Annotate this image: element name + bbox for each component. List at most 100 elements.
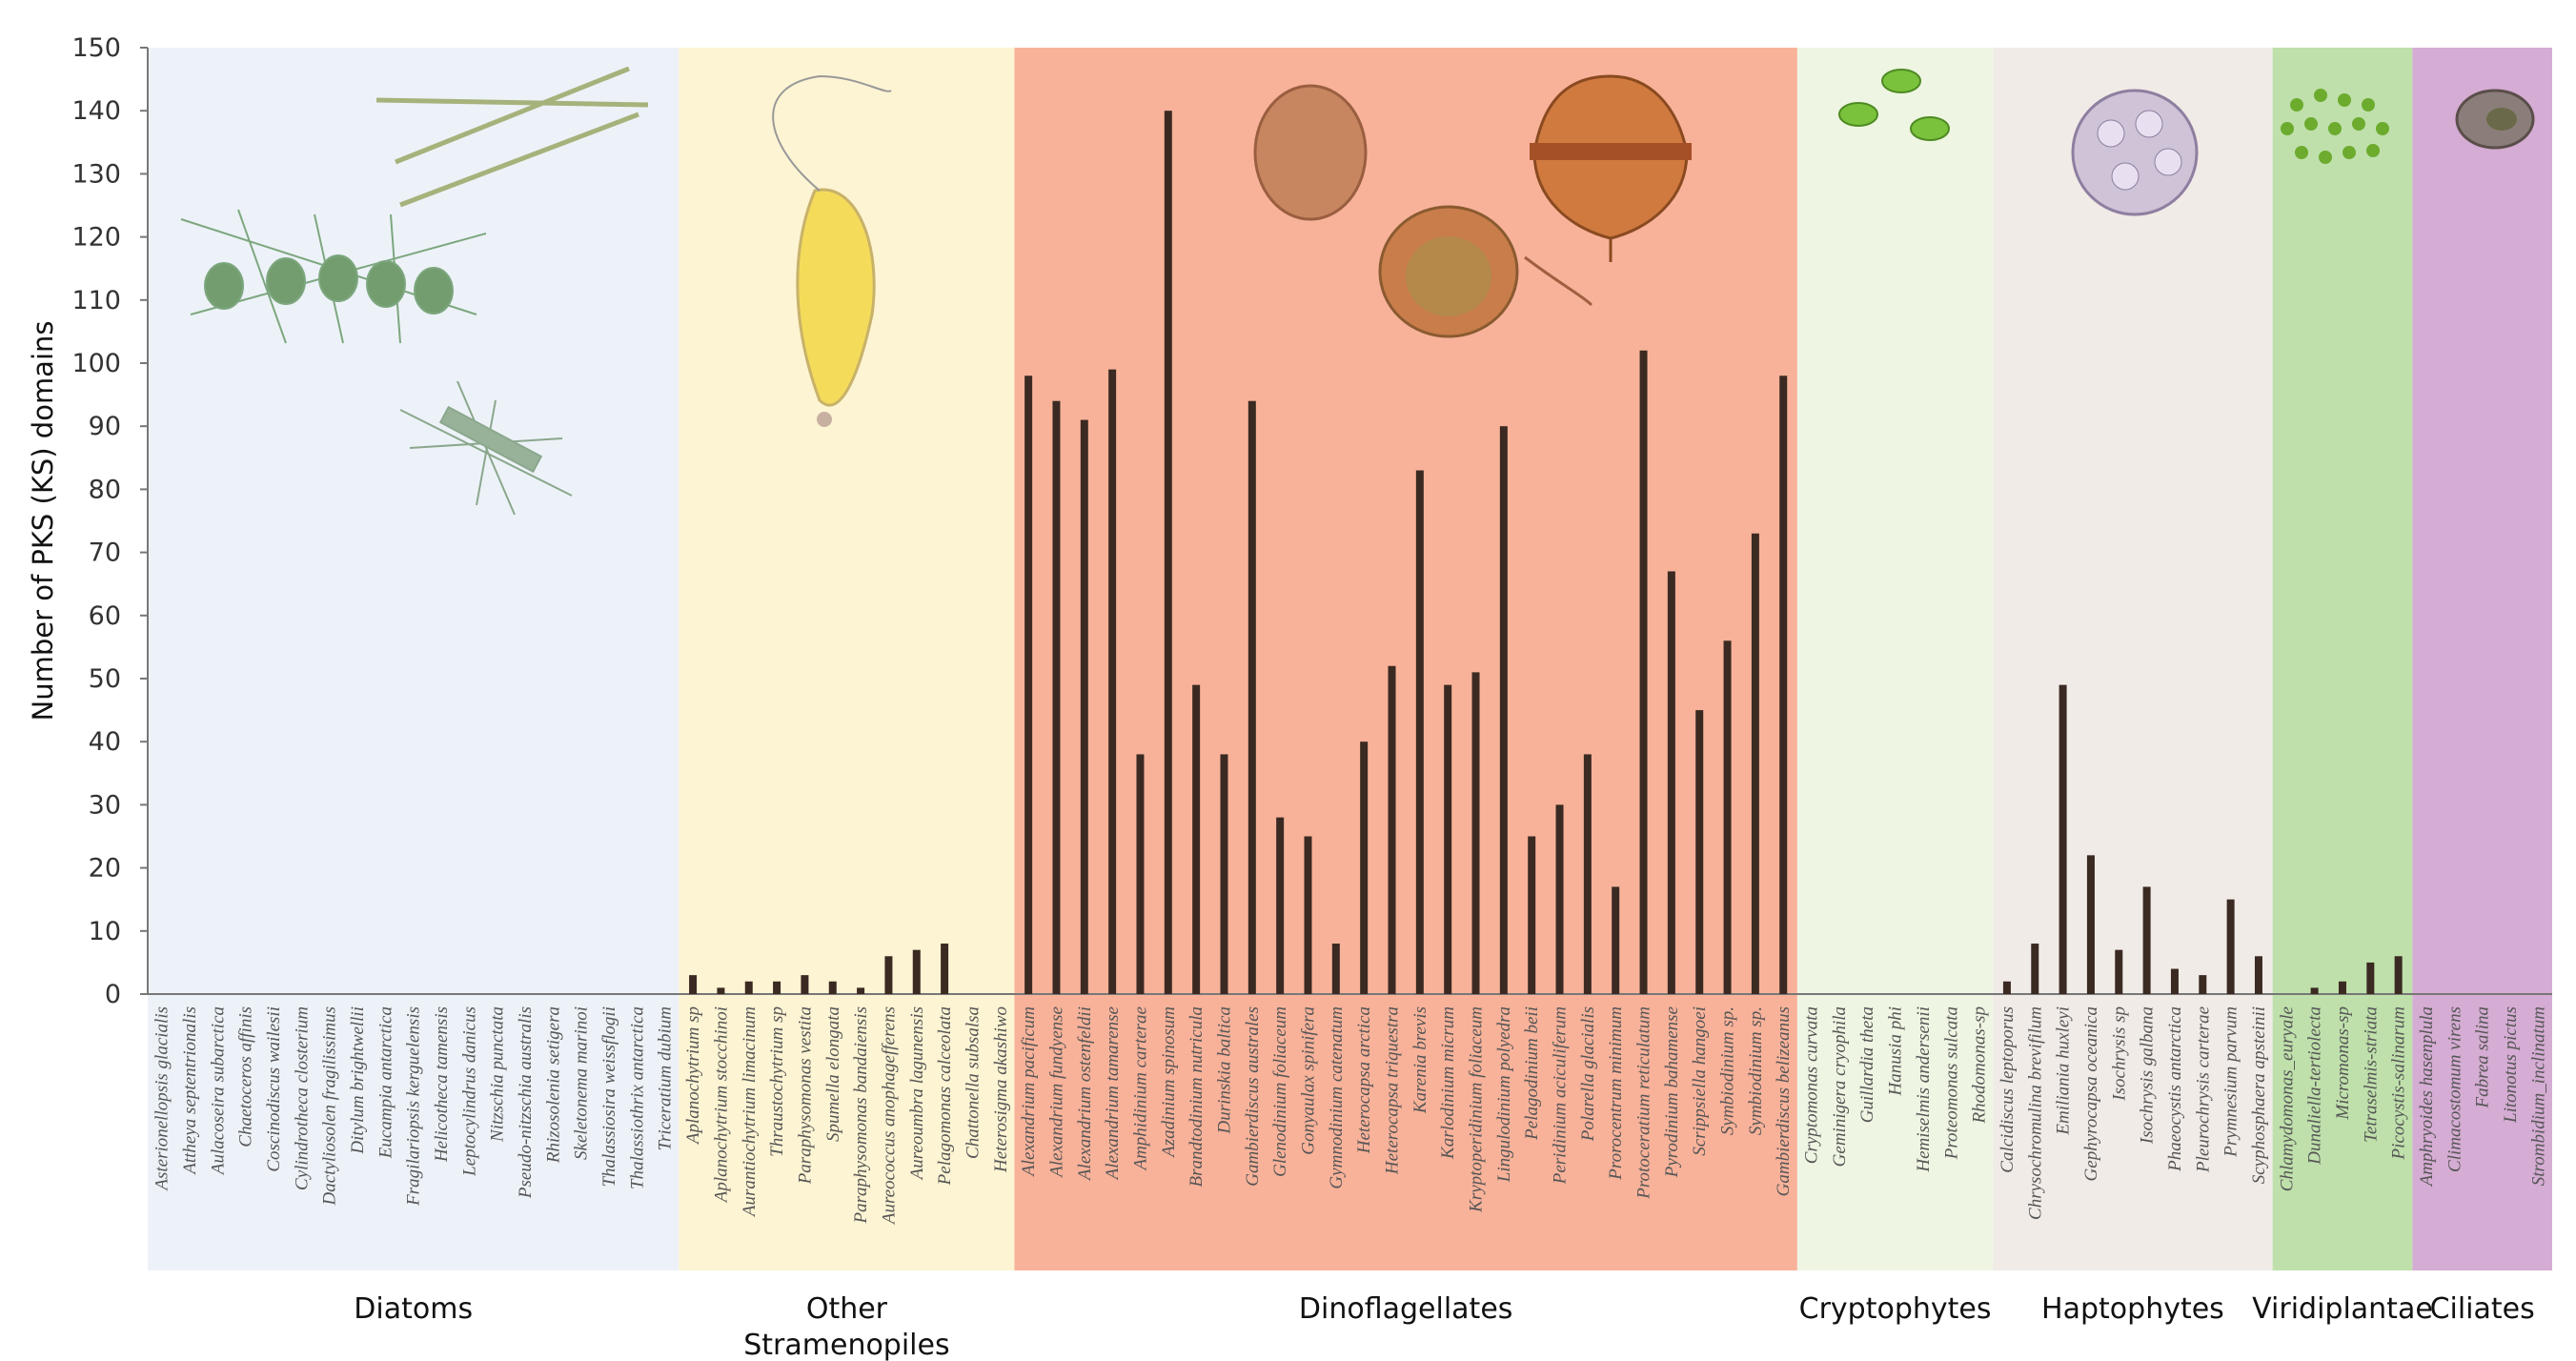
bar <box>1276 817 1285 994</box>
bar <box>1415 470 1424 994</box>
bar <box>1304 836 1312 994</box>
group-label: Ciliates <box>2430 1292 2535 1326</box>
category-label: Lingulodinium polyedra <box>1494 1006 1514 1183</box>
category-label: Strombidium_inclinatum <box>2528 1006 2548 1186</box>
y-tick-label: 150 <box>71 33 121 63</box>
category-label: Alexandrium ostenfeldii <box>1075 1006 1095 1182</box>
bar <box>744 981 753 994</box>
group-bands <box>148 48 2552 1270</box>
diatom-illustration <box>180 66 649 516</box>
y-axis-label: Number of PKS (KS) domains <box>27 320 59 721</box>
viridiplantae-illustration <box>2281 89 2389 164</box>
category-label: Chaetoceros affinis <box>236 1006 256 1148</box>
category-label: Leptocylindrus danicus <box>459 1006 479 1177</box>
bar <box>1723 640 1732 994</box>
bar <box>2142 886 2151 994</box>
group-label: Other Stramenopiles <box>743 1292 949 1361</box>
cryptophyte-illustration <box>1838 69 1950 141</box>
category-label: Alexandrium tamarense <box>1103 1006 1123 1181</box>
bar <box>1471 672 1480 994</box>
group-label: Dinoflagellates <box>1299 1292 1513 1326</box>
category-label: Scrippsiella hangoei <box>1690 1006 1710 1156</box>
category-label: Fragilariopsis kerguelensis <box>404 1006 424 1207</box>
category-label: Prorocentrum minimum <box>1606 1006 1626 1181</box>
group-label: Haptophytes <box>2041 1292 2224 1326</box>
bar <box>2170 968 2179 994</box>
category-label: Symbiodinium sp. <box>1718 1006 1738 1135</box>
category-label: Spumella elongata <box>823 1006 843 1142</box>
y-tick-label: 120 <box>71 223 121 253</box>
bar <box>2115 949 2123 994</box>
bar <box>1024 376 1033 994</box>
category-label: Alexandrium pacificum <box>1019 1006 1039 1178</box>
bar <box>1528 836 1536 994</box>
category-label: Asterionellopsis glacialis <box>152 1006 172 1192</box>
bar <box>2394 956 2403 994</box>
bar <box>1220 754 1228 994</box>
category-label: Gambierdiscus belizeanus <box>1774 1006 1794 1196</box>
group-label: Diatoms <box>354 1292 473 1326</box>
category-label: Thalassiothrix antarctica <box>627 1006 647 1189</box>
group-label: Viridiplantae <box>2252 1292 2433 1326</box>
category-label: Aulacoseira subarctica <box>208 1006 228 1176</box>
category-label: Glenodinium foliaceum <box>1270 1006 1290 1177</box>
category-label: Alexandrium fundyense <box>1046 1006 1066 1179</box>
y-tick-label: 80 <box>89 475 121 504</box>
category-label: Cylindrotheca closterium <box>292 1006 312 1190</box>
bar <box>801 975 809 994</box>
category-label: Scyphosphaera apsteinii <box>2249 1006 2269 1184</box>
bar <box>941 944 949 994</box>
organism-illustrations <box>180 66 2535 516</box>
group-label: Cryptophytes <box>1799 1292 1992 1326</box>
bar <box>1052 400 1061 995</box>
category-label: Rhizosolenia setigera <box>543 1006 563 1164</box>
y-tick-label: 90 <box>89 412 121 441</box>
category-label: Pelagomonas calceolata <box>935 1006 955 1186</box>
bar <box>717 987 725 994</box>
category-label: Coscinodiscus wailesii <box>264 1006 284 1172</box>
bar <box>2254 956 2262 994</box>
category-label: Isochrysis galbana <box>2138 1006 2158 1145</box>
y-tick-label: 10 <box>89 917 121 946</box>
category-label: Aplanochytrium stocchinoi <box>711 1006 731 1204</box>
group-band <box>2412 48 2552 1270</box>
category-label: Brandtodinium nutricula <box>1187 1006 1207 1187</box>
y-tick-label: 110 <box>71 286 121 315</box>
category-label: Peridinium aciculiferum <box>1551 1006 1571 1185</box>
bar <box>857 987 865 994</box>
category-label: Gephyrocapsa oceanica <box>2081 1006 2101 1181</box>
category-label: Heterosigma akashiwo <box>991 1006 1011 1173</box>
bar <box>1583 754 1592 994</box>
category-label: Protoceratium reticulatum <box>1634 1006 1654 1200</box>
category-label: Amphidinium carterae <box>1130 1006 1150 1172</box>
bar <box>1751 533 1759 994</box>
stramenopile-illustration <box>772 74 892 427</box>
bar <box>773 981 781 994</box>
category-label: Triceratium dubium <box>656 1006 676 1150</box>
bar <box>1080 419 1088 995</box>
y-tick-label: 140 <box>71 96 121 126</box>
dinoflagellate-illustration <box>1253 74 1692 338</box>
bar <box>2086 855 2095 994</box>
y-tick-label: 0 <box>105 980 121 1009</box>
bar <box>2031 944 2039 994</box>
category-label: Pelagodinium beii <box>1522 1006 1542 1141</box>
bar <box>1639 350 1648 994</box>
axes: 0 10 20 30 40 50 60 70 80 90 100 110 120 130 140 150 Num… <box>27 33 2552 1009</box>
bar <box>2199 975 2207 994</box>
category-label: Guillardia theta <box>1857 1006 1877 1123</box>
group-band <box>148 48 679 1270</box>
bar <box>2002 981 2011 994</box>
bar <box>1499 426 1508 994</box>
category-label: Cryptomonas curvata <box>1802 1006 1822 1164</box>
category-label: Aureoumbra lagunensis <box>907 1006 927 1181</box>
bar <box>1331 944 1340 994</box>
bar <box>2226 899 2235 994</box>
category-label: Litonotus pictus <box>2501 1006 2521 1124</box>
category-label: Heterocapsa arctica <box>1354 1006 1374 1154</box>
category-label: Hemiselmis andersenii <box>1914 1006 1934 1173</box>
y-tick-label: 40 <box>89 727 121 757</box>
category-label: Emiliania huxleyi <box>2054 1006 2074 1136</box>
category-label: Thalassiosira weissflogii <box>599 1006 619 1188</box>
bar <box>1695 710 1704 994</box>
